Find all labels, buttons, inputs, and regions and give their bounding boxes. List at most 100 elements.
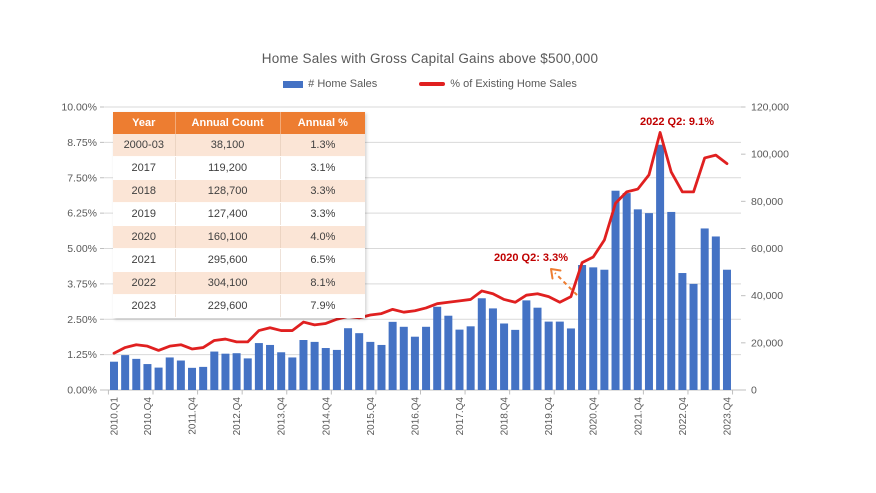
table-cell: 6.5%: [310, 254, 336, 266]
bar-2017.Q3: [444, 315, 453, 390]
right-axis-label: 20,000: [751, 337, 783, 349]
bar-2016.Q4: [410, 336, 419, 390]
bar-2015.Q1: [332, 349, 341, 390]
table-cell: 38,100: [176, 134, 281, 156]
bar-2020.Q4: [589, 267, 598, 390]
bar-2023.Q1: [689, 283, 698, 390]
table-cell: 7.9%: [310, 300, 336, 312]
table-cell: 160,100: [176, 226, 281, 248]
annotation-2020-q2: 2020 Q2: 3.3%: [494, 252, 568, 264]
annotation-arrow-icon: [554, 272, 578, 296]
table-header-cell: Year: [113, 112, 176, 134]
left-axis-label: 5.00%: [67, 243, 97, 255]
line-series-swatch-icon: [419, 82, 446, 86]
legend-label-pct-sales: % of Existing Home Sales: [450, 78, 577, 90]
bar-2015.Q3: [355, 333, 364, 390]
x-axis-label: 2018.Q4: [500, 397, 511, 436]
x-axis-label: 2023.Q4: [722, 397, 733, 436]
bar-2016.Q2: [388, 321, 397, 390]
bar-2015.Q4: [366, 341, 375, 390]
bar-2014.Q1: [288, 357, 297, 390]
left-axis-label: 0.00%: [67, 385, 97, 397]
legend-label-home-sales: # Home Sales: [308, 78, 378, 90]
bar-2019.Q4: [544, 321, 553, 390]
legend-item-pct-sales: % of Existing Home Sales: [419, 78, 577, 90]
table-row-2023: 2023 229,600 7.9%: [113, 295, 365, 318]
left-axis-label: 1.25%: [67, 349, 97, 361]
bar-2016.Q3: [399, 326, 408, 390]
bar-2013.Q4: [277, 352, 286, 390]
table-cell: 8.1%: [310, 277, 336, 289]
bar-2012.Q2: [210, 351, 219, 390]
bar-2021.Q3: [622, 193, 631, 390]
right-axis-label: 100,000: [751, 149, 789, 161]
table-cell: 295,600: [176, 249, 281, 271]
bar-2021.Q2: [611, 190, 620, 390]
right-axis-label: 60,000: [751, 243, 783, 255]
table-cell: 127,400: [176, 203, 281, 225]
bar-2011.Q4: [188, 367, 197, 390]
bar-2014.Q2: [299, 340, 308, 390]
table-row-2021: 2021 295,600 6.5%: [113, 249, 365, 272]
summary-table: Year Annual Count Annual % 2000-03 38,100 1.3…: [113, 112, 365, 318]
bar-2013.Q2: [254, 343, 263, 390]
bar-2020.Q3: [578, 265, 587, 390]
x-axis-label: 2013.Q4: [277, 397, 288, 436]
bar-2012.Q1: [199, 366, 208, 390]
bar-2023.Q3: [711, 236, 720, 390]
table-cell: 119,200: [176, 157, 281, 179]
table-header-cell: Annual Count: [176, 112, 281, 134]
bar-2015.Q2: [344, 328, 353, 390]
bar-2020.Q1: [555, 321, 564, 390]
table-cell: 2000-03: [113, 134, 176, 156]
bar-2011.Q2: [165, 357, 174, 390]
table-row-2019: 2019 127,400 3.3%: [113, 203, 365, 226]
right-axis-label: 40,000: [751, 290, 783, 302]
bar-2021.Q1: [600, 269, 609, 390]
bar-2023.Q2: [700, 228, 709, 390]
bar-2022.Q2: [656, 144, 665, 390]
table-cell: 2020: [113, 226, 176, 248]
bar-2021.Q4: [633, 209, 642, 390]
bar-2010.Q2: [121, 355, 130, 390]
bar-2017.Q4: [455, 329, 464, 390]
bar-2012.Q4: [232, 353, 241, 390]
x-axis-label: 2010.Q1: [110, 397, 121, 436]
bar-2018.Q3: [488, 308, 497, 390]
left-axis-label: 7.50%: [67, 172, 97, 184]
bar-2018.Q4: [500, 323, 509, 390]
bar-2019.Q1: [511, 329, 520, 390]
annotation-arrowhead-icon: [550, 268, 562, 280]
bar-2010.Q3: [132, 358, 141, 390]
table-row-2000-03: 2000-03 38,100 1.3%: [113, 134, 365, 157]
bar-2018.Q2: [477, 298, 486, 390]
bar-2018.Q1: [466, 326, 475, 390]
x-axis-label: 2019.Q4: [544, 397, 555, 436]
bar-2017.Q1: [422, 326, 431, 390]
table-cell: 3.3%: [310, 185, 336, 197]
right-axis-label: 0: [751, 385, 757, 397]
bar-2019.Q3: [533, 307, 542, 390]
bar-series-swatch-icon: [283, 80, 304, 88]
x-axis-label: 2022.Q4: [678, 397, 689, 436]
table-cell: 2017: [113, 157, 176, 179]
table-cell: 3.1%: [310, 162, 336, 174]
bar-2010.Q1: [110, 361, 118, 390]
right-axis-label: 120,000: [751, 102, 789, 114]
table-header-cell: Annual %: [297, 117, 348, 129]
table-cell: 2023: [113, 295, 176, 317]
table-cell: 3.3%: [310, 208, 336, 220]
bar-2016.Q1: [377, 344, 386, 390]
legend-item-home-sales: # Home Sales: [283, 78, 377, 90]
x-axis-label: 2011.Q4: [188, 397, 199, 435]
annotation-2022-q2: 2022 Q2: 9.1%: [640, 116, 714, 128]
table-cell: 2022: [113, 272, 176, 294]
x-axis-label: 2016.Q4: [410, 397, 421, 436]
right-axis-label: 80,000: [751, 196, 783, 208]
x-axis-label: 2012.Q4: [232, 397, 243, 436]
x-axis-label: 2017.Q4: [455, 397, 466, 436]
table-cell: 304,100: [176, 272, 281, 294]
left-axis-label: 2.50%: [67, 314, 97, 326]
x-axis-label: 2020.Q4: [589, 397, 600, 436]
table-header-row: Year Annual Count Annual %: [113, 112, 365, 134]
